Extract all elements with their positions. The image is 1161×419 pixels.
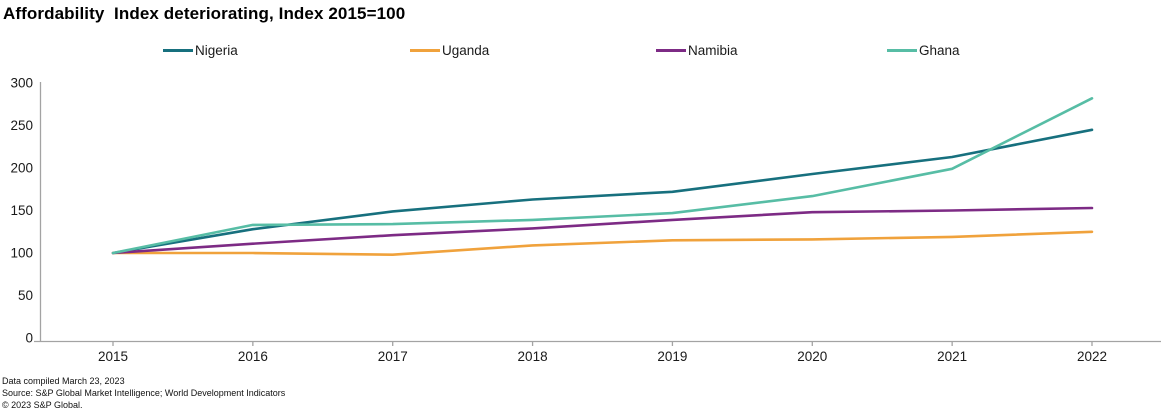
y-tick-label: 50: [18, 288, 33, 303]
y-tick-label: 300: [10, 76, 33, 91]
y-tick-label: 200: [10, 161, 33, 176]
legend-item-namibia: Namibia: [656, 42, 738, 58]
footnote-copyright: © 2023 S&P Global.: [2, 400, 83, 410]
x-tick-label: 2015: [98, 349, 128, 364]
legend-item-ghana: Ghana: [887, 42, 960, 58]
legend-line-swatch-ghana: [887, 48, 917, 52]
legend-item-nigeria: Nigeria: [163, 42, 238, 58]
legend-line-swatch-uganda: [410, 48, 440, 52]
legend-line-swatch-nigeria: [163, 48, 193, 52]
series-line-namibia: [111, 206, 1094, 255]
y-tick-label: 100: [10, 246, 33, 261]
x-tick-label: 2016: [238, 349, 268, 364]
y-tick-label: 0: [25, 331, 33, 346]
footnote-compiled: Data compiled March 23, 2023: [2, 376, 125, 386]
series-line-ghana: [111, 97, 1094, 255]
chart-footnotes: Data compiled March 23, 2023 Source: S&P…: [2, 375, 285, 411]
y-tick-label: 150: [10, 203, 33, 218]
legend-item-uganda: Uganda: [410, 42, 489, 58]
y-tick-label: 250: [10, 118, 33, 133]
footnote-source: Source: S&P Global Market Intelligence; …: [2, 388, 286, 398]
chart-title: Affordability Index deteriorating, Index…: [3, 4, 406, 23]
legend-label-ghana: Ghana: [919, 42, 960, 58]
legend-label-nigeria: Nigeria: [195, 42, 238, 58]
series-line-uganda: [111, 230, 1094, 256]
legend-label-namibia: Namibia: [688, 42, 738, 58]
x-tick-label: 2018: [518, 349, 548, 364]
x-tick-label: 2021: [937, 349, 967, 364]
series-line-nigeria: [111, 128, 1094, 255]
x-tick-label: 2020: [797, 349, 827, 364]
x-tick-label: 2022: [1077, 349, 1107, 364]
chart-legend: Nigeria Uganda Namibia Ghana: [0, 42, 1161, 60]
legend-line-swatch-namibia: [656, 48, 686, 52]
legend-label-uganda: Uganda: [442, 42, 490, 58]
x-tick-label: 2019: [657, 349, 687, 364]
x-tick-label: 2017: [378, 349, 408, 364]
